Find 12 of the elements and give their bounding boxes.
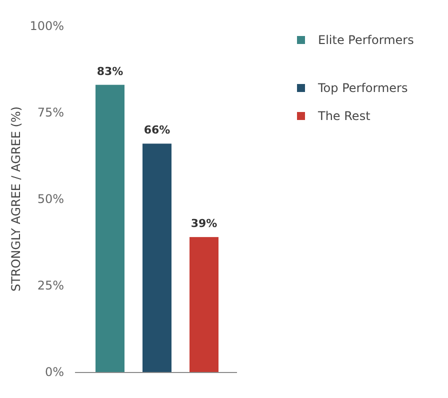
y-tick-label: 75% bbox=[37, 105, 64, 120]
data-label: 83% bbox=[96, 64, 124, 78]
legend-label: Top Performers bbox=[317, 81, 408, 95]
data-label: 66% bbox=[144, 124, 170, 137]
y-axis-title: STRONGLY AGREE / AGREE (%) bbox=[9, 106, 23, 292]
y-tick-label: 50% bbox=[37, 192, 64, 206]
data-label: 39% bbox=[190, 217, 218, 230]
y-tick-label: 0% bbox=[44, 364, 64, 379]
y-tick-label: 100% bbox=[30, 18, 64, 33]
legend-label: The Rest bbox=[317, 109, 371, 123]
legend-label: Elite Performers bbox=[318, 33, 414, 47]
y-tick-label: 25% bbox=[37, 278, 64, 292]
